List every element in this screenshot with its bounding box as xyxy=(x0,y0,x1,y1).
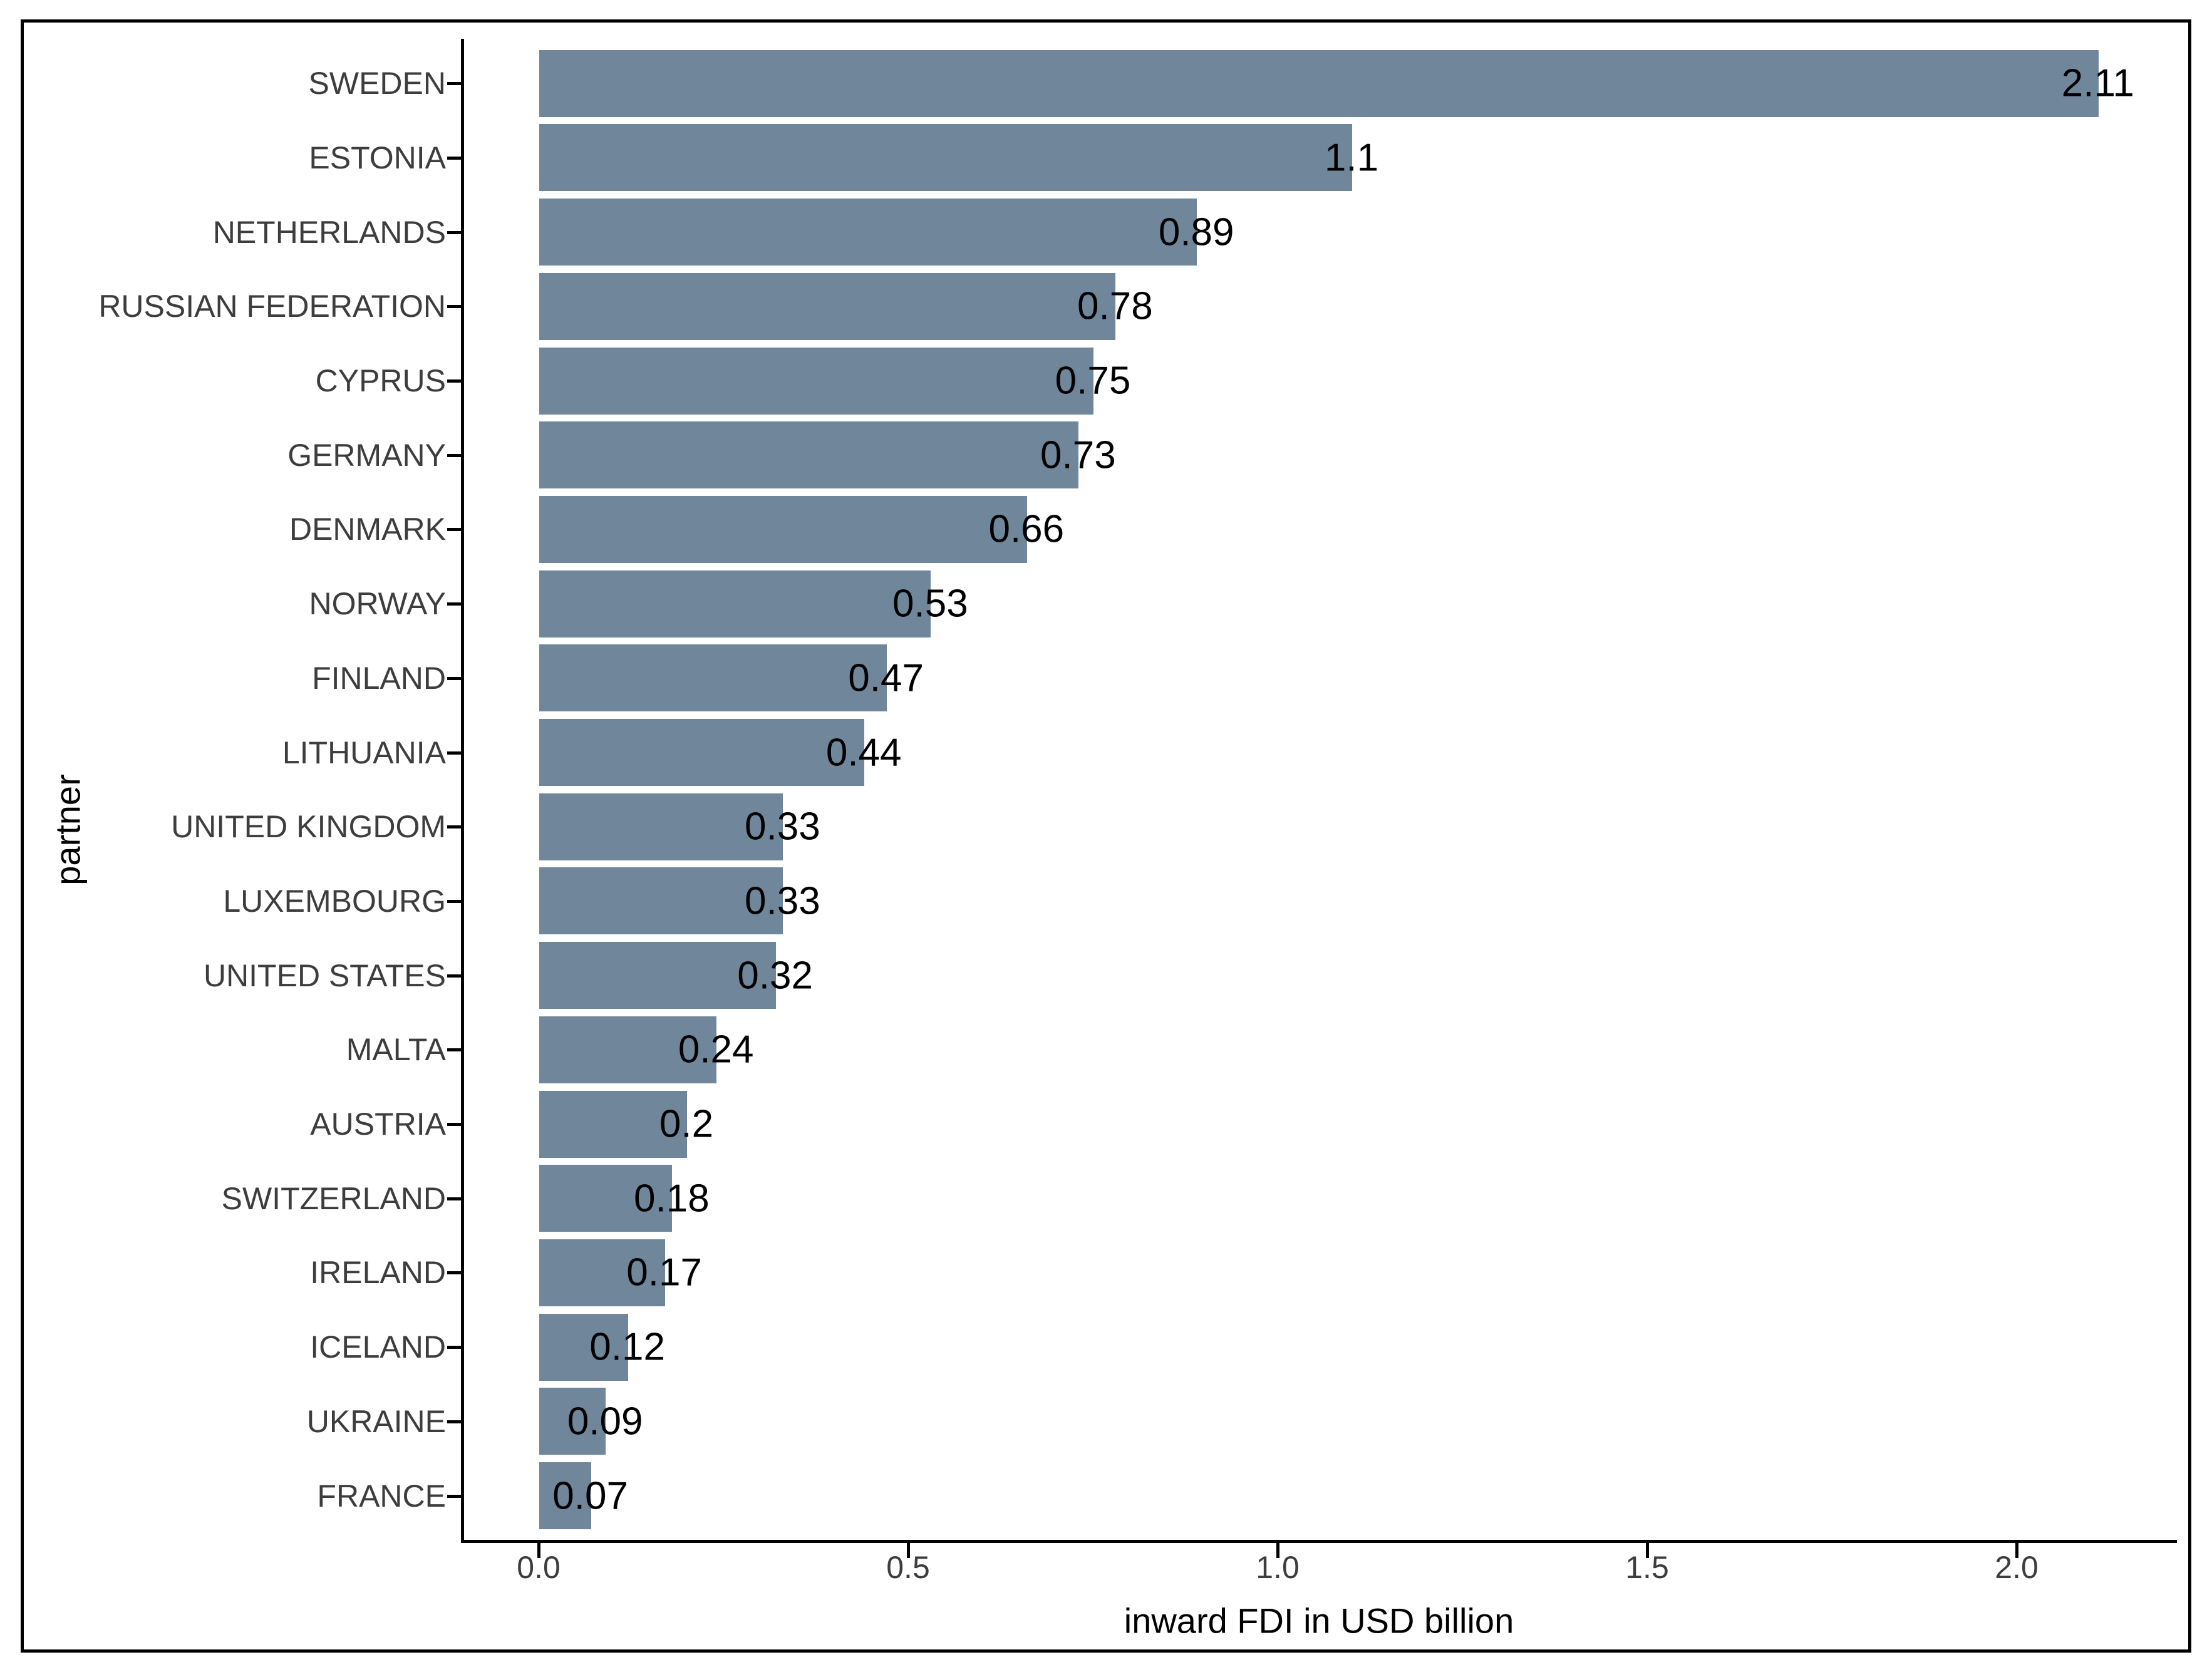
bar xyxy=(539,793,783,860)
y-axis-tick xyxy=(447,1197,461,1200)
y-axis-tick xyxy=(447,528,461,532)
x-axis-tick xyxy=(907,1543,910,1558)
bar xyxy=(539,719,864,786)
y-axis-label: FRANCE xyxy=(317,1478,446,1514)
bar xyxy=(539,867,783,935)
x-axis-tick xyxy=(2015,1543,2018,1558)
x-axis-tick xyxy=(1646,1543,1649,1558)
y-axis-tick xyxy=(447,602,461,606)
bar-value-label: 0.18 xyxy=(634,1177,710,1220)
bar-value-label: 0.17 xyxy=(626,1251,702,1294)
bar xyxy=(539,1016,716,1083)
y-axis-tick xyxy=(447,230,461,234)
y-axis-tick xyxy=(447,899,461,903)
bar xyxy=(539,1388,606,1455)
y-axis-label: MALTA xyxy=(346,1032,446,1068)
x-axis-tick xyxy=(537,1543,540,1558)
y-axis-tick xyxy=(447,676,461,680)
y-axis-label: UKRAINE xyxy=(306,1403,446,1439)
y-axis-tick xyxy=(447,751,461,755)
y-axis-tick xyxy=(447,453,461,457)
bar-value-label: 0.24 xyxy=(678,1028,754,1071)
figure-border xyxy=(21,19,2191,1653)
bar-value-label: 0.73 xyxy=(1040,433,1116,477)
bar xyxy=(539,1090,687,1158)
x-axis-tick-label: 2.0 xyxy=(1995,1550,2039,1585)
bar-value-label: 0.53 xyxy=(892,582,968,626)
bar xyxy=(539,421,1078,489)
bar xyxy=(539,272,1115,340)
bar-value-label: 0.2 xyxy=(659,1102,714,1146)
bar-value-label: 0.44 xyxy=(825,731,902,774)
bar xyxy=(539,1165,672,1232)
y-axis-label: UNITED KINGDOM xyxy=(171,809,446,845)
y-axis-tick xyxy=(447,974,461,978)
y-axis-label: ICELAND xyxy=(310,1329,446,1365)
y-axis-tick xyxy=(447,1420,461,1423)
x-axis-tick xyxy=(1276,1543,1279,1558)
x-axis-tick-label: 0.5 xyxy=(886,1550,930,1585)
bar-value-label: 0.07 xyxy=(552,1474,628,1517)
y-axis-label: DENMARK xyxy=(289,512,446,547)
y-axis-label: NETHERLANDS xyxy=(212,214,446,250)
y-axis-title: partner xyxy=(48,774,88,885)
y-axis-label: SWITZERLAND xyxy=(221,1180,446,1216)
x-axis-tick-label: 1.0 xyxy=(1256,1550,1300,1585)
bar xyxy=(539,644,887,712)
bar xyxy=(539,49,2099,117)
bar-value-label: 0.33 xyxy=(745,805,820,849)
bar-value-label: 0.12 xyxy=(589,1325,665,1369)
bar-value-label: 0.75 xyxy=(1055,359,1131,403)
y-axis-tick xyxy=(447,1048,461,1052)
bar-value-label: 0.66 xyxy=(988,507,1065,551)
y-axis-label: RUSSIAN FEDERATION xyxy=(98,289,446,324)
y-axis-tick xyxy=(447,825,461,829)
bar-value-label: 1.1 xyxy=(1324,136,1379,180)
bar-value-label: 2.11 xyxy=(2061,61,2134,105)
bar xyxy=(539,1313,628,1381)
y-axis-label: NORWAY xyxy=(309,586,446,622)
bar-value-label: 0.78 xyxy=(1077,284,1153,328)
bar xyxy=(539,1462,591,1529)
y-axis-label: AUSTRIA xyxy=(310,1107,446,1142)
bar-value-label: 0.09 xyxy=(567,1400,643,1443)
bar xyxy=(539,199,1197,266)
bar-value-label: 0.33 xyxy=(745,879,820,923)
y-axis-label: CYPRUS xyxy=(315,363,446,398)
bar xyxy=(539,124,1352,192)
y-axis-label: SWEDEN xyxy=(308,66,446,101)
x-axis-line xyxy=(461,1540,2177,1543)
bar-value-label: 0.47 xyxy=(848,656,924,700)
y-axis-tick xyxy=(447,156,461,160)
bar xyxy=(539,942,776,1009)
x-axis-tick-label: 1.5 xyxy=(1625,1550,1669,1585)
y-axis-tick xyxy=(447,82,461,86)
y-axis-label: ESTONIA xyxy=(309,140,446,175)
x-axis-tick-label: 0.0 xyxy=(517,1550,561,1585)
y-axis-tick xyxy=(447,1346,461,1349)
y-axis-tick xyxy=(447,305,461,309)
y-axis-tick xyxy=(447,1123,461,1126)
bar xyxy=(539,495,1027,563)
bar-value-label: 0.32 xyxy=(737,954,813,998)
bar xyxy=(539,570,931,637)
y-axis-label: FINLAND xyxy=(312,660,446,696)
y-axis-label: UNITED STATES xyxy=(203,957,446,993)
y-axis-tick xyxy=(447,1494,461,1498)
bar xyxy=(539,347,1093,415)
y-axis-label: LUXEMBOURG xyxy=(223,883,446,919)
bar-value-label: 0.89 xyxy=(1158,210,1234,254)
bar xyxy=(539,1239,665,1306)
y-axis-tick xyxy=(447,1271,461,1275)
x-axis-title: inward FDI in USD billion xyxy=(1124,1601,1514,1641)
y-axis-tick xyxy=(447,379,461,383)
y-axis-label: GERMANY xyxy=(287,437,446,473)
y-axis-label: IRELAND xyxy=(310,1255,446,1291)
y-axis-label: LITHUANIA xyxy=(282,735,446,770)
y-axis-line xyxy=(461,39,464,1543)
